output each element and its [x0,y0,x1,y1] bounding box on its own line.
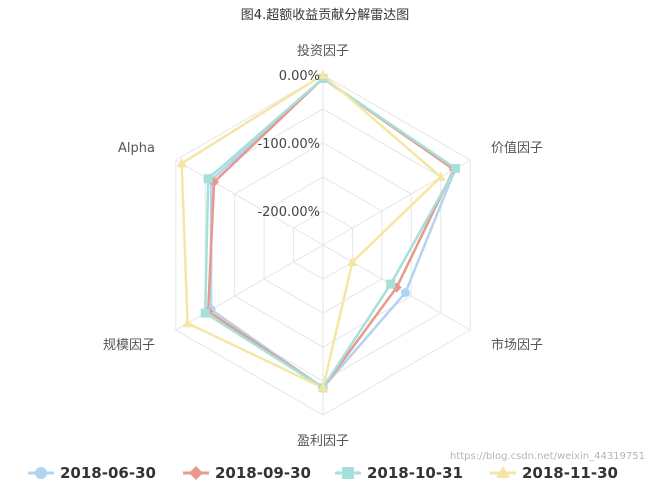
radar-grid [175,74,471,416]
data-point [386,279,396,289]
tick-label: 0.00% [279,69,320,84]
axis-label: Alpha [118,141,155,156]
series-line-2018-11-30 [180,73,443,390]
watermark: https://blog.csdn.net/weixin_44319751 [450,451,645,462]
legend-marker [189,466,203,480]
chart-title: 图4.超额收益贡献分解雷达图 [241,8,409,23]
data-point [451,164,461,173]
axis-label: 市场因子 [491,337,543,353]
tick-label: -100.00% [257,137,320,152]
legend-label: 2018-11-30 [522,464,618,482]
axis-label: 价值因子 [491,140,543,156]
axis-label: 盈利因子 [297,434,349,449]
axis-label: 规模因子 [103,338,155,353]
legend-marker [496,466,510,478]
legend-label: 2018-10-31 [367,464,463,482]
legend-item[interactable]: 2018-09-30 [183,464,311,482]
legend-marker [35,467,47,479]
legend[interactable]: 2018-06-30 2018-09-30 2018-10-31 2018-11-30 [28,464,618,482]
legend-marker [342,467,354,479]
legend-item[interactable]: 2018-10-31 [335,464,463,482]
legend-label: 2018-09-30 [215,464,311,482]
data-point [400,288,410,298]
tick-labels: 0.00% -100.00% -200.00% [257,69,320,220]
grid-spoke [322,159,471,246]
axis-label: 投资因子 [297,43,349,59]
legend-item[interactable]: 2018-11-30 [490,464,618,482]
grid-spoke [175,244,324,331]
data-point [318,69,328,79]
tick-label: -200.00% [257,205,320,220]
data-point [203,174,213,184]
data-point [176,157,187,168]
data-point [318,382,328,392]
legend-label: 2018-06-30 [60,464,156,482]
series-lines [180,73,457,390]
data-point [347,256,358,266]
grid-spoke [175,159,324,246]
data-point [435,171,446,181]
data-point [182,317,193,328]
legend-item[interactable]: 2018-06-30 [28,464,156,482]
data-point [200,308,210,318]
series-markers [176,69,461,393]
